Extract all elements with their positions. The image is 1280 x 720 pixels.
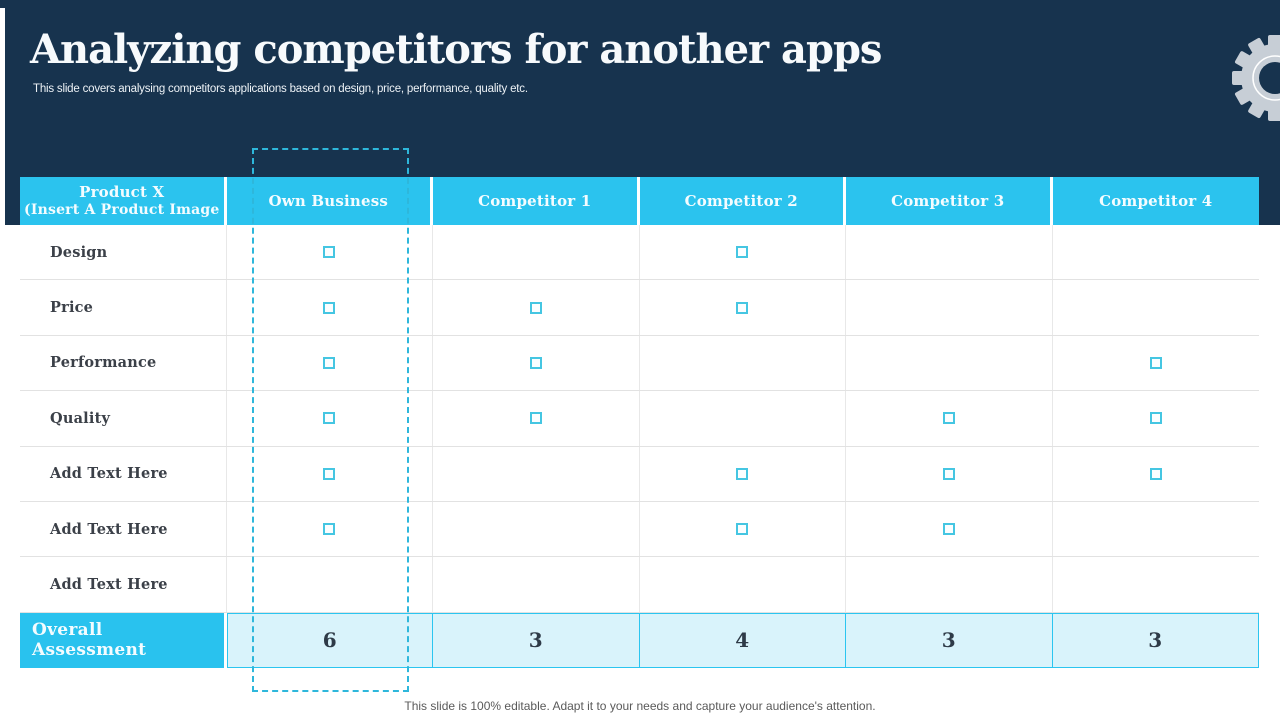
comparison-table: Product X (Insert A Product Image Own Busi…	[20, 177, 1259, 668]
table-row: Add Text Here	[20, 446, 1260, 502]
checkbox[interactable]	[1149, 356, 1162, 369]
check-cell	[433, 446, 640, 501]
check-cell	[640, 557, 846, 612]
header-cell-competitor-2: Competitor 2	[639, 177, 846, 225]
checkbox[interactable]	[736, 467, 749, 480]
header-cell-product: Product X (Insert A Product Image	[20, 177, 227, 225]
check-cell	[1053, 447, 1260, 501]
check-cell	[846, 280, 1053, 335]
check-cell	[433, 335, 640, 391]
row-label-cell: Price	[20, 280, 227, 335]
overall-score: 3	[846, 612, 1053, 668]
check-cell	[227, 391, 433, 446]
checkbox[interactable]	[529, 356, 542, 369]
check-cell	[846, 391, 1053, 446]
check-cell	[227, 446, 433, 501]
checkbox[interactable]	[736, 523, 749, 536]
checkbox[interactable]	[1149, 412, 1162, 425]
check-cell	[846, 501, 1053, 557]
overall-score: 3	[1052, 612, 1259, 668]
check-cell	[227, 557, 433, 612]
row-label-cell: Add Text Here	[20, 446, 227, 501]
check-cell	[640, 335, 846, 391]
checkbox[interactable]	[736, 301, 749, 314]
checkbox[interactable]	[323, 246, 336, 259]
checkbox[interactable]	[323, 356, 336, 369]
header-cell-competitor-3: Competitor 3	[846, 177, 1053, 225]
check-cell	[846, 225, 1053, 280]
row-label-cell: Quality	[20, 391, 227, 446]
check-cell	[1053, 280, 1260, 334]
page-title: Analyzing competitors for another apps	[30, 26, 882, 73]
table-row: Add Text Here	[20, 557, 1260, 613]
checkbox[interactable]	[323, 412, 336, 425]
row-label-cell: Add Text Here	[20, 557, 227, 612]
check-cell	[640, 391, 846, 446]
page-subtitle: This slide covers analysing competitors …	[33, 83, 528, 95]
header-cell-competitor-1: Competitor 1	[433, 177, 640, 225]
checkbox[interactable]	[323, 467, 336, 480]
check-cell	[433, 501, 640, 557]
table-row: Add Text Here	[20, 501, 1260, 558]
check-cell	[227, 225, 433, 280]
checkbox[interactable]	[529, 301, 542, 314]
check-cell	[846, 557, 1053, 612]
overall-score: 4	[639, 612, 846, 668]
check-cell	[1053, 225, 1260, 279]
check-cell	[640, 280, 846, 335]
table-row: Performance	[20, 335, 1260, 392]
check-cell	[1053, 557, 1260, 611]
table-row: Design	[20, 225, 1260, 281]
table-body: Design Price Performance Quality Add Text He…	[20, 225, 1259, 613]
gear-icon	[1232, 35, 1280, 121]
table-row: Quality	[20, 391, 1260, 447]
check-cell	[227, 335, 433, 391]
own-business-selection-box[interactable]	[252, 148, 409, 692]
check-cell	[846, 446, 1053, 501]
checkbox[interactable]	[736, 246, 749, 259]
header-cell-own-business: Own Business	[226, 177, 433, 225]
row-label-cell: Performance	[20, 335, 227, 391]
check-cell	[640, 501, 846, 557]
footer-note: This slide is 100% editable. Adapt it to…	[404, 699, 876, 713]
check-cell	[846, 335, 1053, 391]
table-header-row: Product X (Insert A Product Image Own Busi…	[20, 177, 1259, 225]
check-cell	[227, 501, 433, 557]
check-cell	[640, 225, 846, 280]
check-cell	[227, 280, 433, 335]
checkbox[interactable]	[323, 523, 336, 536]
check-cell	[433, 557, 640, 612]
overall-score: 3	[433, 612, 640, 668]
check-cell	[433, 280, 640, 335]
check-cell	[1053, 391, 1260, 445]
overall-assessment-label: Overall Assessment	[20, 612, 227, 668]
checkbox[interactable]	[942, 523, 955, 536]
table-row: Price	[20, 280, 1260, 336]
check-cell	[640, 446, 846, 501]
checkbox[interactable]	[942, 412, 955, 425]
checkbox[interactable]	[1149, 467, 1162, 480]
checkbox[interactable]	[529, 412, 542, 425]
overall-score: 6	[226, 612, 433, 668]
check-cell	[433, 225, 640, 280]
check-cell	[433, 391, 640, 446]
check-cell	[1053, 336, 1260, 390]
overall-assessment-row: Overall Assessment 6 3 4 3 3	[20, 612, 1259, 668]
checkbox[interactable]	[323, 301, 336, 314]
row-label-cell: Add Text Here	[20, 501, 227, 557]
checkbox[interactable]	[942, 467, 955, 480]
left-accent-bar	[0, 8, 5, 225]
header-cell-competitor-4: Competitor 4	[1052, 177, 1259, 225]
row-label-cell: Design	[20, 225, 227, 280]
check-cell	[1053, 502, 1260, 556]
